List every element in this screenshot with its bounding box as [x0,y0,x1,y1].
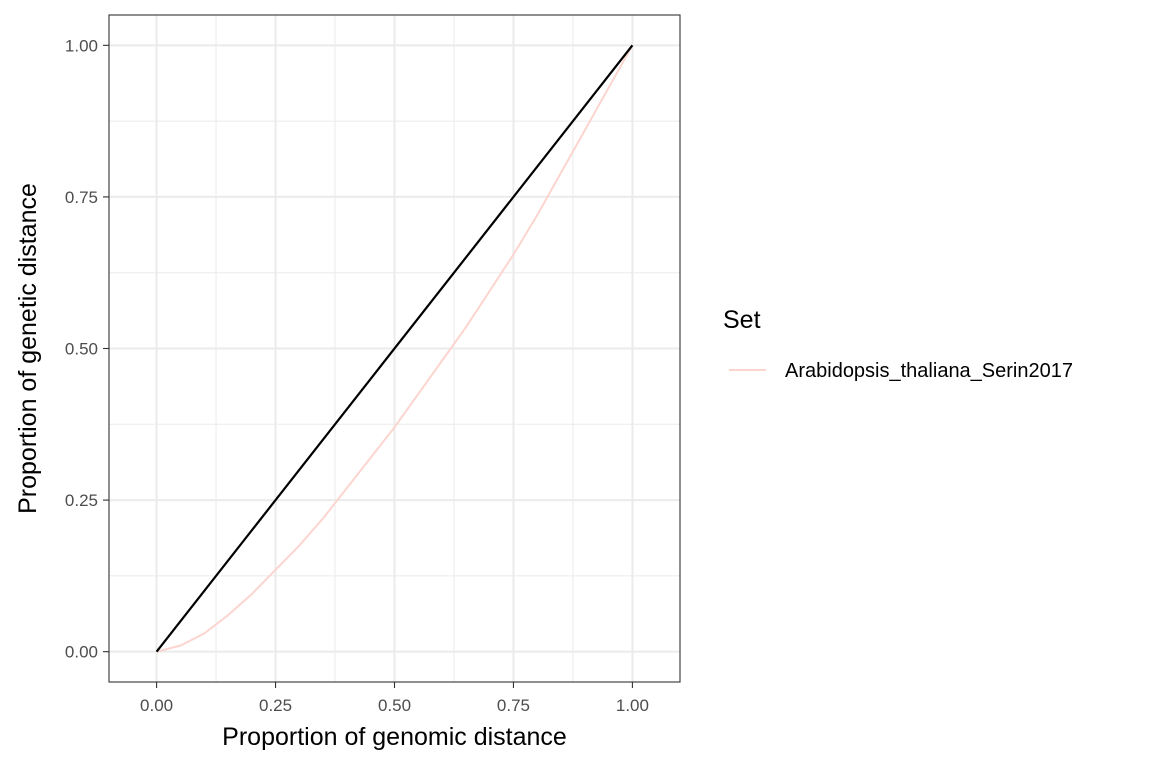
y-axis-title: Proportion of genetic distance [14,183,42,514]
y-tick-label: 0.00 [65,643,98,662]
reference-diagonal-line [155,44,634,653]
legend: Set Arabidopsis_thaliana_Serin2017 [723,306,1073,382]
y-tick-label: 0.25 [65,491,98,510]
legend-entry-label: Arabidopsis_thaliana_Serin2017 [785,360,1073,382]
x-tick-label: 0.75 [497,696,530,715]
y-tick-label: 0.75 [65,188,98,207]
x-tick-label: 0.50 [378,696,411,715]
y-tick-label: 0.50 [65,340,98,359]
legend-title: Set [723,306,761,334]
x-tick-label: 1.00 [616,696,649,715]
y-tick-label: 1.00 [65,36,98,55]
x-axis-title: Proportion of genomic distance [222,723,567,751]
series-line-arabidopsis [156,44,634,653]
y-axis-ticks: 0.00 0.25 0.50 0.75 1.00 [65,36,109,662]
x-axis-ticks: 0.00 0.25 0.50 0.75 1.00 [140,682,649,715]
series-layer [155,44,634,653]
x-tick-label: 0.00 [140,696,173,715]
x-tick-label: 0.25 [259,696,292,715]
